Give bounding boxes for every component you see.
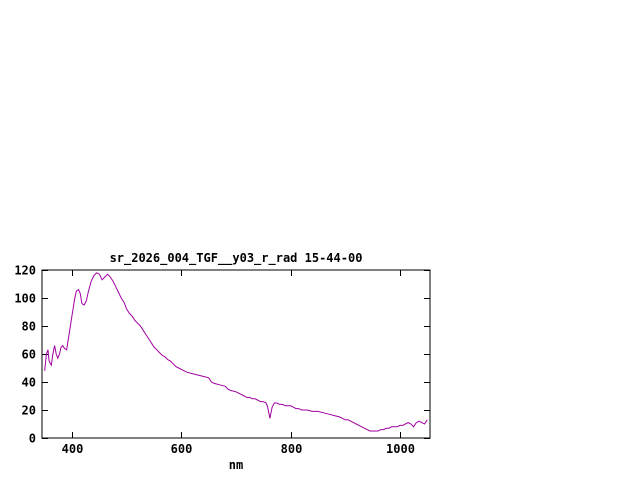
y-axis-tick-label: 80 [22,320,36,334]
x-axis-label: nm [228,458,244,472]
x-axis-tick-label: 800 [281,442,303,456]
y-axis-tick-label: 100 [14,292,36,306]
plot-border [41,269,431,439]
y-axis-tick-label: 120 [14,264,36,278]
chart-title: sr_2026_004_TGF__y03_r_rad 15-44-00 [109,251,363,265]
data-line [44,272,428,432]
y-axis-tick-label: 0 [29,432,36,446]
x-axis-tick-label: 600 [171,442,193,456]
x-axis-tick-label: 400 [62,442,84,456]
y-axis-tick-label: 20 [22,404,36,418]
y-axis-tick-label: 60 [22,348,36,362]
x-axis-tick-label: 1000 [386,442,415,456]
y-axis-tick-label: 40 [22,376,36,390]
